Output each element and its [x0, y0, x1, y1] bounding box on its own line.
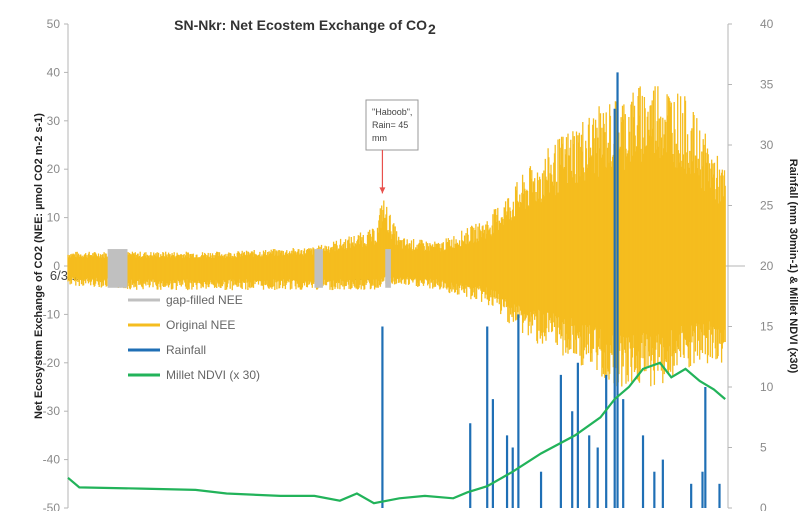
legend-label: Rainfall [166, 343, 206, 357]
gap-filled-nee-block [385, 249, 391, 288]
right-tick-label: 30 [760, 138, 774, 152]
gap-filled-nee-block [314, 249, 323, 288]
left-tick-label: 0 [53, 259, 60, 273]
chart-title-text: SN-Nkr: Net Ecostem Exchange of CO [174, 17, 427, 33]
right-tick-label: 5 [760, 441, 767, 455]
annotation-box [365, 99, 419, 151]
right-tick-label: 35 [760, 78, 774, 92]
right-tick-label: 0 [760, 501, 767, 511]
left-tick-label: 50 [47, 17, 61, 31]
right-tick-label: 25 [760, 199, 774, 213]
ndvi-line [67, 361, 726, 505]
annotation-arrow-head [379, 187, 386, 194]
left-tick-label: -10 [43, 307, 61, 321]
left-tick-label: -20 [43, 356, 61, 370]
left-tick-label: -40 [43, 453, 61, 467]
right-tick-label: 10 [760, 380, 774, 394]
chart-title: SN-Nkr: Net Ecostem Exchange of CO 2 [174, 17, 436, 37]
gap-filled-nee-block [107, 249, 128, 288]
annotation-text: "Haboob", [372, 107, 412, 117]
right-tick-label: 40 [760, 17, 774, 31]
right-tick-label: 20 [760, 259, 774, 273]
left-tick-label: -30 [43, 404, 61, 418]
left-tick-label: 40 [47, 65, 61, 79]
chart-legend: gap-filled NEE Original NEE Rainfall Millet… [128, 293, 260, 382]
left-tick-label: 10 [47, 211, 61, 225]
left-tick-label: 30 [47, 114, 61, 128]
legend-label: Original NEE [166, 318, 235, 332]
right-tick-label: 15 [760, 320, 774, 334]
plot-area [67, 72, 726, 508]
annotation-text: Rain= 45 [372, 120, 408, 130]
annotation-text: mm [372, 133, 387, 143]
right-axis-title: Rainfall (mm 30min-1) & Millet NDVI (x30… [787, 159, 799, 374]
legend-label: gap-filled NEE [166, 293, 243, 307]
chart-title-subscript: 2 [428, 21, 436, 37]
left-tick-label: -50 [43, 501, 61, 511]
haboob-annotation: "Haboob", Rain= 45 mm [365, 99, 419, 194]
left-axis-title: Net Ecosystem Exchange of CO2 (NEE: µmol… [33, 113, 45, 419]
legend-label: Millet NDVI (x 30) [166, 368, 260, 382]
left-tick-label: 20 [47, 162, 61, 176]
